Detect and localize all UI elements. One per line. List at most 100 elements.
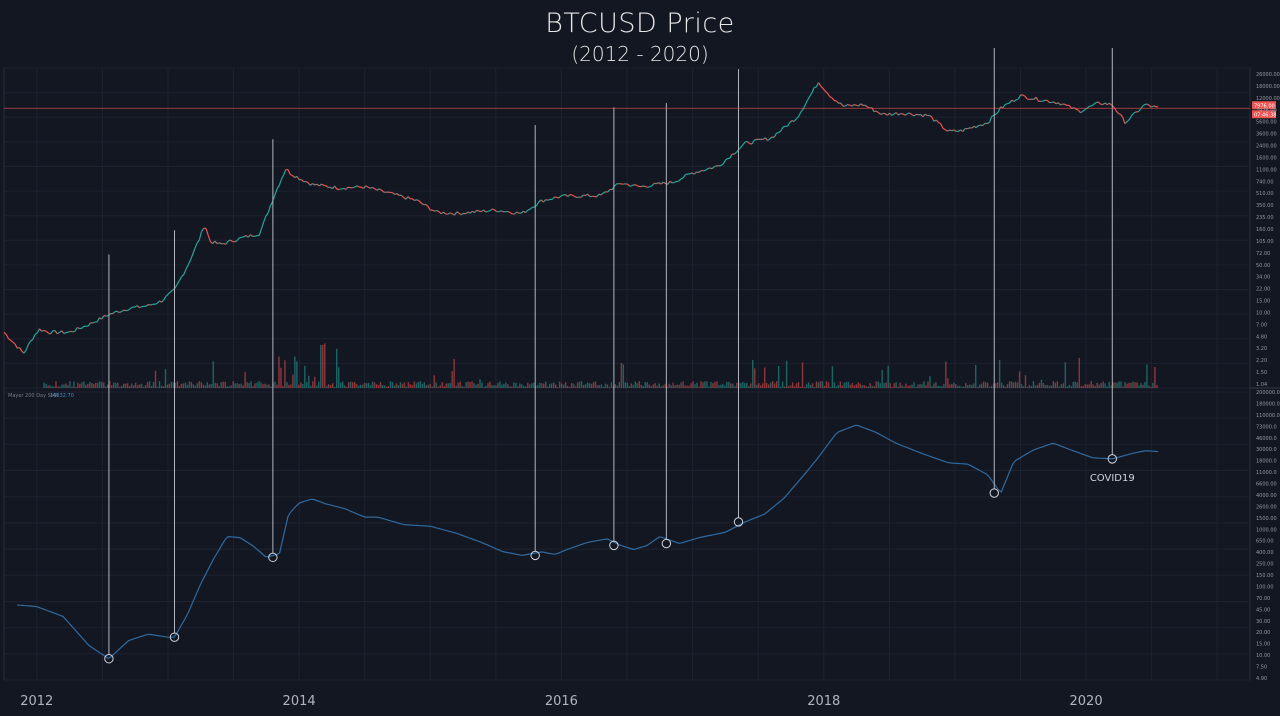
volume-bar	[417, 381, 420, 388]
volume-bar	[1104, 383, 1106, 388]
volume-bar	[965, 382, 967, 388]
price-segment	[811, 87, 815, 93]
price-segment	[691, 172, 695, 175]
volume-bar	[136, 385, 139, 388]
price-segment	[407, 196, 411, 200]
volume-bar	[146, 382, 149, 388]
price-segment	[647, 186, 651, 188]
price-segment	[469, 210, 473, 214]
price-segment	[1128, 115, 1133, 120]
volume-bar	[756, 384, 758, 388]
volume-bar	[666, 386, 668, 388]
price-segment	[538, 199, 542, 203]
volume-bar	[1094, 385, 1096, 388]
price-segment	[185, 264, 189, 270]
price-segment	[465, 211, 469, 215]
price-segment	[32, 334, 36, 340]
price-segment	[1017, 94, 1022, 100]
volume-bar	[937, 385, 939, 388]
volume-bar	[979, 384, 981, 388]
price-segment	[27, 340, 32, 345]
volume-bar	[720, 384, 722, 388]
volume-bar	[967, 385, 969, 388]
price-segment	[130, 306, 134, 309]
volume-bar	[1048, 385, 1051, 388]
volume-bar	[692, 381, 694, 388]
price-segment	[773, 133, 777, 138]
price-segment	[63, 332, 67, 335]
price-segment	[474, 209, 478, 214]
volume-bar	[616, 385, 619, 388]
volume-bar	[328, 384, 330, 388]
price-segment	[370, 186, 373, 189]
price-segment	[323, 184, 326, 187]
price-segment	[354, 185, 358, 188]
current-time-label: 07:46:38	[1254, 112, 1276, 118]
volume-bar	[762, 383, 764, 388]
volume-bar	[461, 385, 463, 388]
volume-bar	[495, 385, 497, 388]
price-segment	[167, 291, 171, 295]
volume-bar	[274, 381, 276, 388]
price-segment	[363, 185, 367, 189]
volume-bar	[1012, 382, 1015, 388]
y-tick-label-sma: 10.00	[1256, 653, 1270, 659]
volume-bar	[877, 381, 879, 388]
volume-bar	[248, 383, 250, 388]
price-segment	[778, 130, 782, 134]
volume-bar	[594, 381, 597, 388]
price-segment	[594, 195, 597, 198]
price-segment	[596, 193, 600, 198]
price-segment	[76, 326, 80, 330]
volume-bar	[984, 382, 987, 388]
volume-bar	[1150, 386, 1152, 388]
volume-bar	[686, 385, 688, 388]
price-segment	[520, 210, 524, 214]
volume-bar	[190, 382, 193, 388]
volume-bar	[927, 381, 929, 388]
volume-bar	[423, 382, 425, 388]
volume-bar	[128, 386, 131, 388]
price-segment	[216, 242, 220, 245]
volume-bar	[853, 385, 855, 388]
volume-bar	[421, 383, 423, 388]
volume-bar	[312, 381, 314, 388]
volume-bar	[700, 381, 702, 388]
volume-bar	[1156, 384, 1158, 388]
volume-bar	[138, 384, 141, 388]
price-segment	[101, 315, 105, 320]
volume-bar	[65, 383, 67, 388]
price-segment	[19, 347, 23, 352]
volume-bar	[1062, 383, 1065, 388]
price-segment	[318, 183, 322, 187]
volume-bar	[730, 383, 732, 388]
volume-bar	[162, 386, 165, 388]
volume-bar	[969, 384, 971, 388]
volume-bar	[226, 386, 228, 388]
price-segment	[365, 185, 369, 188]
price-segment	[729, 153, 733, 159]
price-segment	[416, 199, 420, 202]
volume-bar	[1114, 382, 1116, 388]
price-segment	[1011, 99, 1015, 102]
price-segment	[170, 289, 174, 293]
volume-bar	[69, 381, 71, 388]
volume-bar	[572, 383, 575, 388]
price-segment	[243, 235, 247, 238]
volume-bar	[549, 384, 551, 388]
volume-bar	[373, 382, 376, 388]
price-segment	[378, 188, 382, 191]
price-segment	[463, 212, 466, 215]
volume-bar	[375, 384, 378, 388]
volume-bar	[1034, 385, 1037, 388]
price-segment	[467, 211, 471, 214]
price-segment	[372, 186, 375, 190]
price-segment	[764, 137, 769, 141]
volume-bar	[935, 382, 937, 388]
volume-bar	[678, 384, 680, 388]
volume-bar	[264, 383, 266, 388]
volume-bar	[986, 382, 989, 388]
volume-bar	[746, 383, 748, 388]
price-series	[3, 82, 1159, 354]
